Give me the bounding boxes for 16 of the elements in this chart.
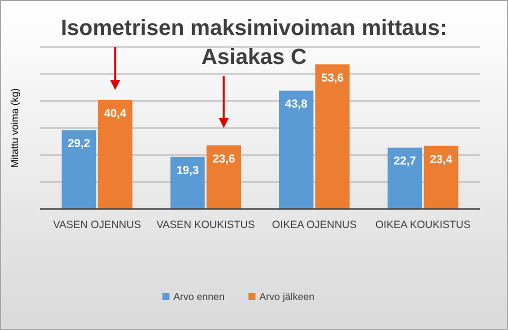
legend-label: Arvo ennen	[173, 292, 225, 303]
y-axis-title: Mitattu voima (kg)	[10, 88, 21, 168]
data-label: 23,6	[212, 153, 235, 166]
data-label: 29,2	[68, 138, 90, 150]
data-label: 22,7	[394, 156, 416, 168]
data-label: 19,3	[176, 164, 199, 177]
x-tick-label: OIKEA KOUKISTUS	[375, 219, 471, 231]
data-label: 53,6	[321, 72, 344, 84]
x-tick-label: OIKEA OJENNUS	[272, 219, 357, 231]
data-label: 43,8	[285, 98, 308, 111]
chart-title: Isometrisen maksimivoiman mittaus: Asiakas C	[60, 15, 448, 69]
data-label: 23,4	[430, 154, 453, 166]
x-tick-label: VASEN OJENNUS	[53, 219, 141, 231]
x-tick-label: VASEN KOUKISTUS	[156, 219, 255, 231]
legend-label: Arvo jälkeen	[259, 292, 314, 303]
data-label: 40,4	[104, 108, 127, 120]
